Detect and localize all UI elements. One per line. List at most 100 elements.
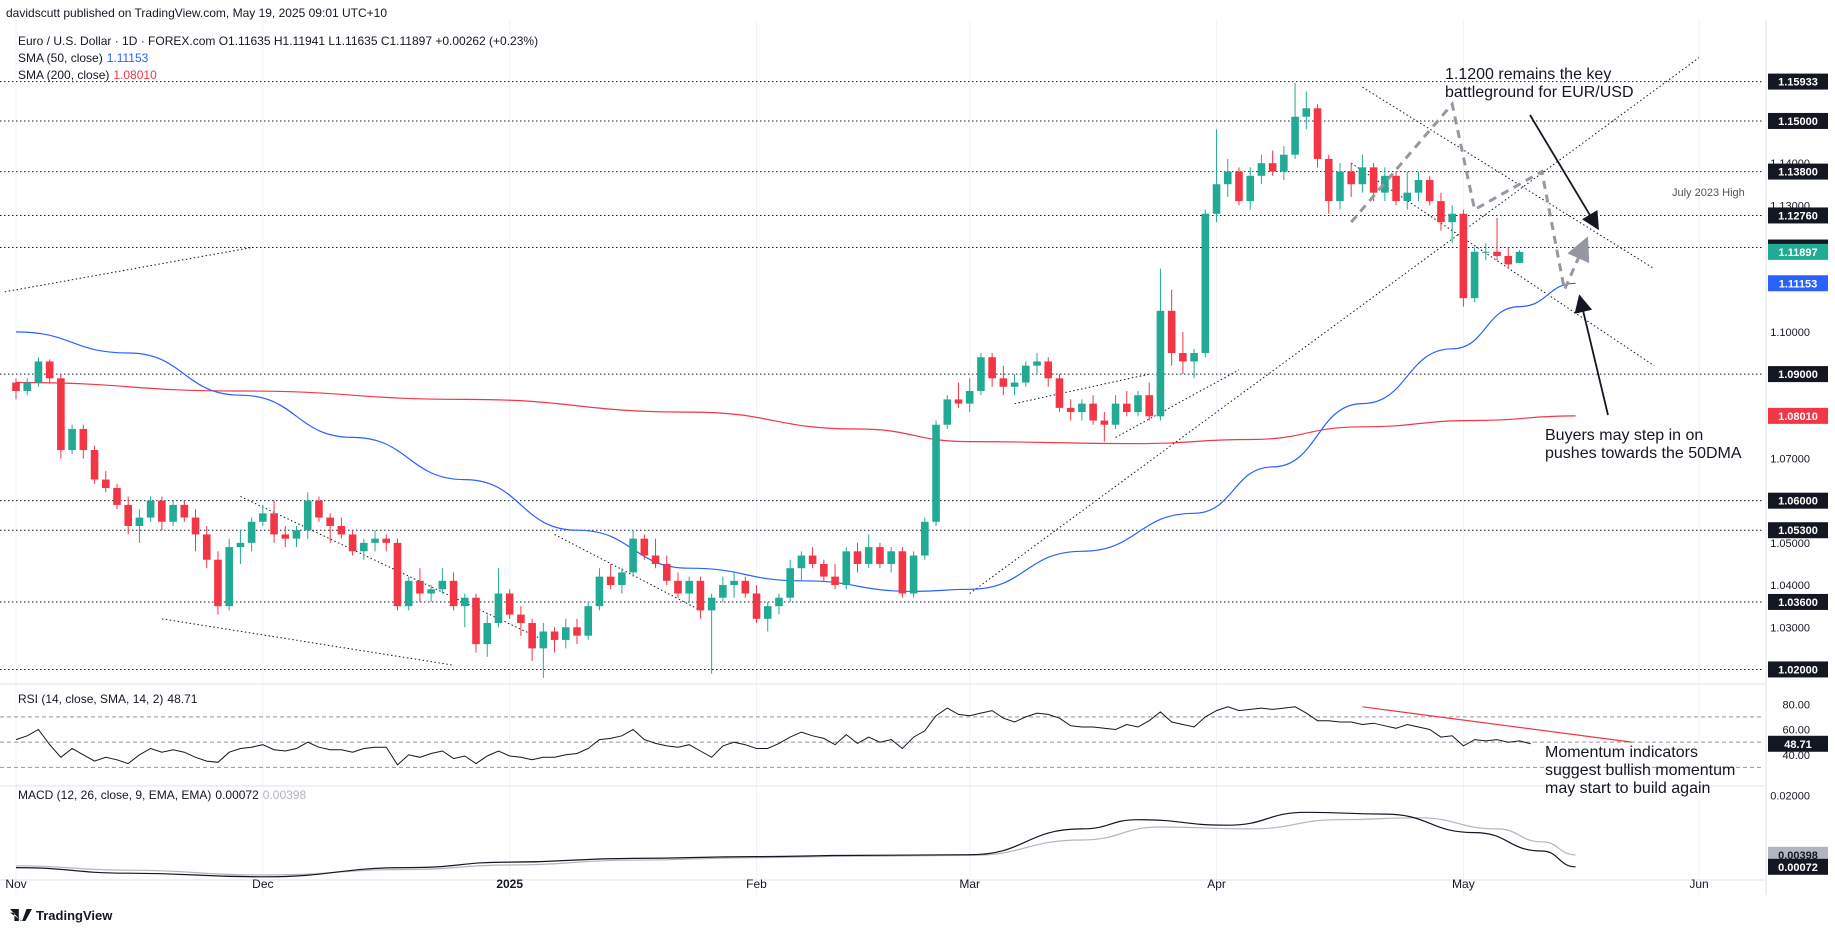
candle-body [741, 580, 750, 594]
candle-body [393, 542, 402, 607]
candle-body [494, 593, 503, 624]
rsi-pane [0, 706, 1764, 768]
sma200-layer [15, 381, 1576, 445]
price-label: 1.08010 [1778, 411, 1818, 423]
candle [1066, 399, 1075, 421]
candle-body [259, 513, 267, 522]
price-label-bg [1768, 112, 1828, 129]
candle-body [550, 631, 559, 640]
candle [427, 585, 435, 602]
signal-legend-value: 0.00398 [262, 788, 307, 802]
macd-legend[interactable]: MACD (12, 26, close, 9, EMA, EMA) 0.00072… [18, 788, 306, 802]
candle-body [23, 382, 32, 391]
price-label-bg [1768, 593, 1828, 610]
trendline-upper-left [4, 247, 252, 293]
candle [517, 606, 525, 636]
candle-body [348, 534, 357, 552]
candle [539, 623, 548, 678]
candle-body [1044, 361, 1053, 379]
candle-body [1235, 171, 1243, 202]
symbol-legend[interactable]: Euro / U.S. Dollar · 1D · FOREX.com O1.1… [18, 34, 539, 48]
candle-body [1381, 175, 1389, 193]
candle [337, 517, 346, 539]
rsi-line [15, 706, 1531, 766]
candle [573, 618, 581, 645]
candle [1257, 154, 1266, 185]
candle [449, 572, 458, 611]
candle-body [786, 568, 794, 598]
price-label: 1.11897 [1778, 247, 1817, 259]
price-label-bg [1768, 163, 1828, 180]
time-tick-label: Nov [5, 877, 26, 891]
candle-body [169, 504, 177, 522]
tradingview-logo-icon [10, 909, 32, 921]
candle [34, 357, 43, 387]
candle-body [124, 504, 132, 526]
candle [1448, 205, 1456, 244]
buyers-line1: Buyers may step in on [1545, 427, 1704, 444]
candle [629, 530, 637, 577]
candle [528, 618, 536, 662]
candle [909, 551, 918, 598]
candle [494, 568, 503, 628]
horizontal-levels [0, 81, 1764, 670]
candle-body [1425, 180, 1434, 202]
candle [606, 563, 615, 590]
time-tick-label: Dec [252, 877, 273, 891]
candle-body [1493, 251, 1501, 256]
candle-body [135, 517, 144, 526]
price-label: 1.12760 [1778, 210, 1818, 222]
candle [68, 424, 76, 455]
candle-body [1437, 201, 1445, 223]
sma200-legend-value: 1.08010 [113, 68, 157, 82]
candle [1145, 382, 1154, 421]
sma50-layer [15, 282, 1576, 593]
candle [887, 547, 895, 573]
candle-body [1280, 154, 1288, 172]
candle-body [214, 559, 222, 607]
candle [808, 547, 817, 569]
candle [180, 500, 189, 522]
candle-body [1302, 108, 1311, 117]
rsi-legend[interactable]: RSI (14, close, SMA, 14, 2) 48.71 [18, 692, 197, 706]
candle [1190, 348, 1198, 379]
tradingview-logo[interactable]: TradingView [10, 908, 112, 923]
rsi-legend-label: RSI (14, close, SMA, 14, 2) [18, 692, 164, 706]
candle-body [752, 593, 761, 619]
candle-body [1100, 420, 1109, 425]
grid-layer [0, 20, 1767, 895]
candle-body [12, 382, 20, 391]
candle [820, 559, 828, 581]
candle [797, 551, 806, 581]
candle [719, 576, 727, 602]
candle-body [146, 500, 155, 518]
candle [1280, 146, 1288, 181]
price-label: 1.11153 [1779, 278, 1818, 290]
candle [202, 525, 211, 569]
candle [730, 572, 738, 598]
wedge-pattern-path [1350, 100, 1590, 295]
candle-body [763, 606, 772, 619]
candle-body [1470, 251, 1479, 299]
candle [158, 496, 166, 531]
price-label: 1.02000 [1778, 664, 1818, 676]
candle [1358, 154, 1367, 193]
candle-body [270, 513, 278, 535]
candle-body [427, 589, 435, 594]
candle [1302, 91, 1311, 130]
candle-body [57, 378, 65, 451]
time-axis: Nov Dec 2025 Feb Mar Apr May Jun [5, 877, 1708, 891]
macd-legend-label: MACD (12, 26, close, 9, EMA, EMA) [18, 788, 212, 802]
sma200-legend[interactable]: SMA (200, close) 1.08010 [18, 68, 157, 82]
candle [1459, 209, 1468, 307]
candle [977, 353, 985, 396]
key-level-annotation: 1.1200 remains the key battleground for … [1445, 66, 1634, 102]
key-level-line2: battleground for EUR/USD [1445, 84, 1634, 101]
candle [1212, 129, 1221, 223]
candle-body [382, 538, 391, 543]
candle [146, 496, 155, 522]
price-label: 1.06000 [1778, 496, 1818, 508]
candle-body [1212, 184, 1221, 214]
sma50-legend[interactable]: SMA (50, close) 1.11153 [18, 51, 148, 65]
candle-body [449, 580, 458, 607]
